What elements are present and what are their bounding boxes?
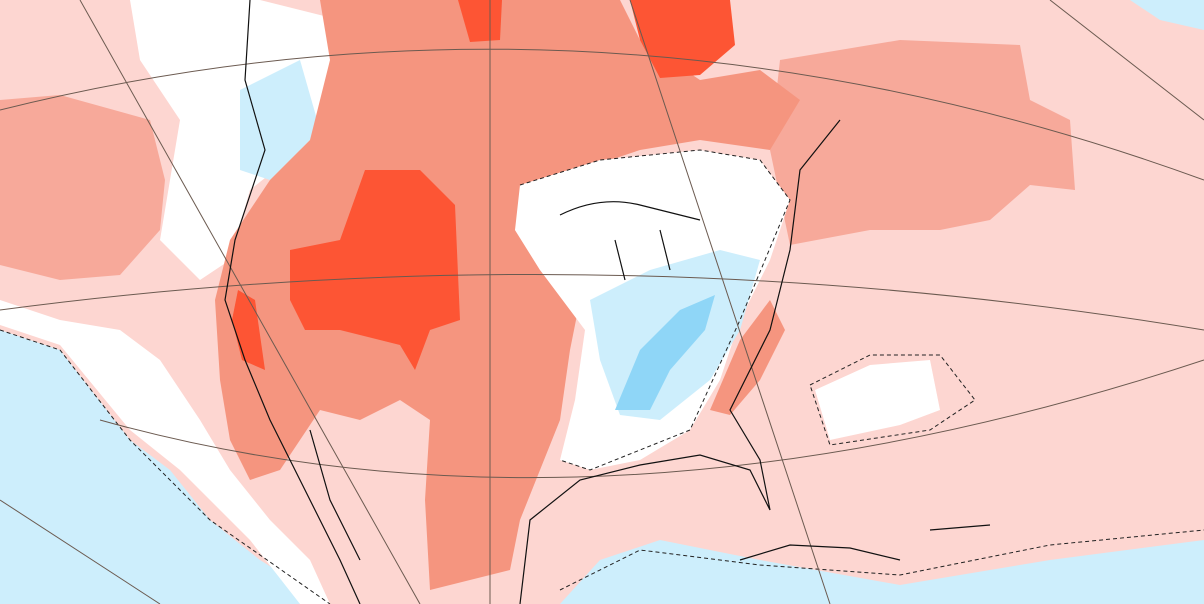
- warm-east-coast: [710, 300, 785, 415]
- graticule: [1049, 0, 1204, 121]
- contour: [0, 329, 331, 604]
- hot-core-hudson: [630, 0, 735, 78]
- graticule: [0, 499, 161, 604]
- contour: [519, 149, 791, 471]
- warm-continent: [215, 0, 800, 590]
- graticule: [629, 0, 831, 604]
- hot-core-north: [458, 0, 502, 42]
- graticule: [0, 273, 1204, 331]
- neutral-band-west: [0, 300, 330, 604]
- coastline: [519, 119, 841, 604]
- hot-core-california: [232, 290, 265, 370]
- pacific-cool-area: [0, 330, 330, 604]
- arctic-cool-area: [1130, 0, 1204, 30]
- coastline: [559, 201, 701, 281]
- coastline: [224, 0, 361, 604]
- graticule: [0, 48, 1204, 181]
- graticule: [79, 0, 421, 604]
- coastline: [739, 524, 991, 561]
- warm-atlantic: [770, 40, 1075, 245]
- cool-core: [615, 295, 715, 410]
- warm-pacific: [0, 95, 165, 280]
- hot-core-west: [290, 170, 460, 370]
- neutral-atlantic-patch: [815, 360, 940, 440]
- graticule: [99, 359, 1204, 479]
- coastline: [309, 429, 361, 561]
- caribbean-cool-area: [560, 540, 1204, 604]
- contour: [559, 529, 1204, 591]
